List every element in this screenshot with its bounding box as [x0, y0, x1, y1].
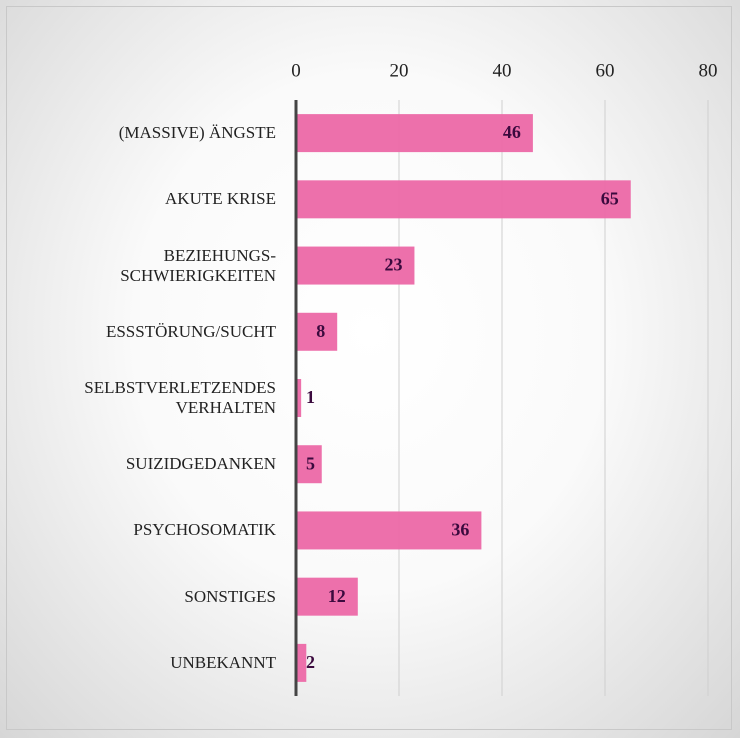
- value-label: 5: [306, 453, 315, 473]
- value-label: 8: [316, 321, 325, 341]
- bar: [296, 577, 358, 616]
- x-tick-label: 60: [596, 60, 615, 81]
- x-tick-label: 0: [291, 60, 301, 81]
- bar: [296, 643, 307, 682]
- y-tick-label: SUIZIDGEDANKEN: [125, 454, 276, 474]
- value-label: 65: [601, 188, 619, 208]
- bar: [296, 180, 631, 219]
- bar: [296, 511, 482, 550]
- value-label: 23: [384, 255, 402, 275]
- y-tick-label: (MASSIVE) ÄNGSTE: [118, 123, 276, 143]
- bar: [296, 246, 415, 285]
- y-tick-label: SONSTIGES: [184, 586, 276, 606]
- x-tick-label: 40: [493, 60, 512, 81]
- bar: [296, 312, 338, 351]
- y-tick-label: UNBEKANNT: [170, 652, 276, 672]
- x-tick-label: 80: [699, 60, 718, 81]
- value-label: 46: [503, 122, 521, 142]
- value-label: 1: [306, 387, 315, 407]
- y-tick-label: AKUTE KRISE: [165, 189, 276, 209]
- value-label: 36: [451, 520, 469, 540]
- bar: [296, 379, 302, 417]
- x-tick-label: 20: [390, 60, 409, 81]
- value-label: 2: [306, 652, 315, 672]
- y-tick-label: BEZIEHUNGS- SCHWIERIGKEITEN: [120, 245, 276, 285]
- y-tick-label: ESSSTÖRUNG/SUCHT: [105, 321, 276, 341]
- bar: [296, 445, 322, 484]
- y-tick-label: PSYCHOSOMATIK: [133, 520, 276, 540]
- y-tick-label: SELBSTVERLETZENDES VERHALTEN: [84, 378, 276, 417]
- bar: [296, 114, 533, 153]
- value-label: 12: [328, 586, 346, 606]
